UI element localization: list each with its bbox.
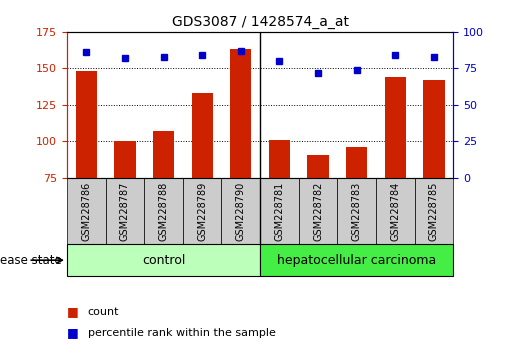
Bar bbox=[221, 178, 260, 244]
Bar bbox=[230, 50, 251, 178]
Bar bbox=[144, 178, 183, 244]
Text: GSM228781: GSM228781 bbox=[274, 182, 284, 241]
Text: ■: ■ bbox=[67, 326, 83, 339]
Bar bbox=[67, 178, 106, 244]
Bar bbox=[192, 93, 213, 178]
Text: GSM228790: GSM228790 bbox=[236, 182, 246, 241]
Text: count: count bbox=[88, 307, 119, 316]
Bar bbox=[376, 178, 415, 244]
Bar bbox=[385, 77, 406, 178]
Text: control: control bbox=[142, 254, 185, 267]
Bar bbox=[269, 140, 290, 178]
Bar bbox=[307, 155, 329, 178]
Title: GDS3087 / 1428574_a_at: GDS3087 / 1428574_a_at bbox=[171, 16, 349, 29]
Text: GSM228787: GSM228787 bbox=[120, 181, 130, 241]
Text: GSM228783: GSM228783 bbox=[352, 182, 362, 241]
Bar bbox=[337, 178, 376, 244]
Bar bbox=[346, 147, 367, 178]
Bar bbox=[423, 80, 444, 178]
Text: GSM228784: GSM228784 bbox=[390, 182, 400, 241]
Text: GSM228786: GSM228786 bbox=[81, 182, 91, 241]
Bar bbox=[260, 244, 453, 276]
Text: disease state: disease state bbox=[0, 254, 62, 267]
Bar bbox=[106, 178, 144, 244]
Bar bbox=[76, 71, 97, 178]
Text: ■: ■ bbox=[67, 305, 83, 318]
Text: GSM228782: GSM228782 bbox=[313, 181, 323, 241]
Text: percentile rank within the sample: percentile rank within the sample bbox=[88, 328, 276, 338]
Text: GSM228789: GSM228789 bbox=[197, 182, 207, 241]
Bar bbox=[299, 178, 337, 244]
Text: GSM228788: GSM228788 bbox=[159, 182, 168, 241]
Text: hepatocellular carcinoma: hepatocellular carcinoma bbox=[277, 254, 436, 267]
Bar bbox=[260, 178, 299, 244]
Text: GSM228785: GSM228785 bbox=[429, 181, 439, 241]
Bar bbox=[67, 244, 260, 276]
Bar bbox=[183, 178, 221, 244]
Bar bbox=[415, 178, 453, 244]
Bar bbox=[153, 131, 174, 178]
Bar bbox=[114, 141, 135, 178]
